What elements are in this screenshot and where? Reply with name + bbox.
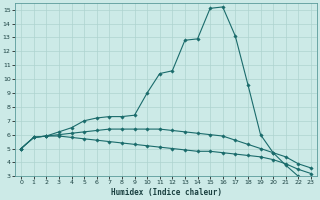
X-axis label: Humidex (Indice chaleur): Humidex (Indice chaleur) [110, 188, 221, 197]
